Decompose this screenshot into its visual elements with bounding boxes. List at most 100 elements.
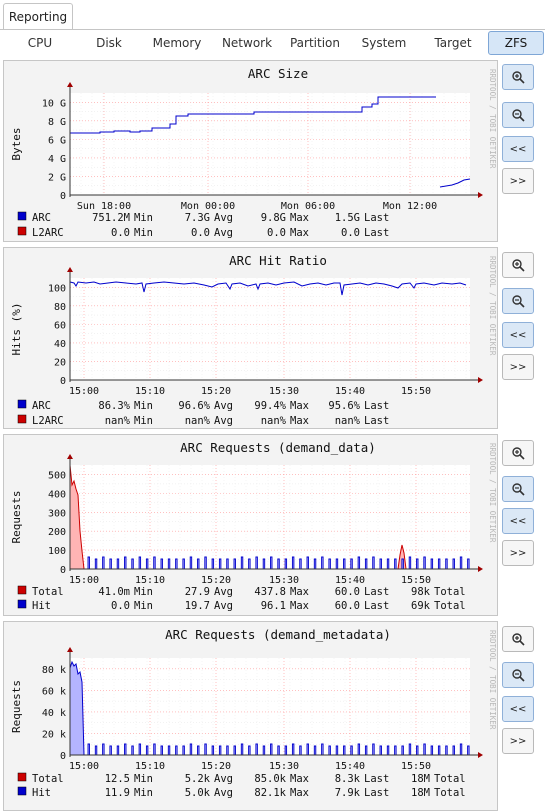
plot-area xyxy=(70,465,470,569)
x-tick-label: 15:10 xyxy=(135,761,165,772)
back-button-3[interactable]: << xyxy=(502,508,534,534)
y-axis-label: Hits (%) xyxy=(10,303,23,356)
y-tick-label: 0 xyxy=(60,376,66,387)
zoom-out-button-4[interactable] xyxy=(502,662,534,688)
y-tick-label: 40 xyxy=(54,339,66,350)
zoom-out-icon xyxy=(511,482,525,496)
subtab-zfs[interactable]: ZFS xyxy=(488,31,544,55)
legend-value: 60.0 xyxy=(335,586,360,598)
legend-value: Last xyxy=(364,586,389,598)
legend-value: 7.9k xyxy=(335,787,361,799)
y-tick-label: 80 xyxy=(54,302,66,313)
zoom-in-button-4[interactable] xyxy=(502,626,534,652)
forward-button-3[interactable]: >> xyxy=(502,540,534,566)
arc-requests-demand-data-chart: 0 100 200 300 400 500 15:00 15:10 15:20 15:30 15:4… xyxy=(10,440,497,612)
x-tick-label: 15:30 xyxy=(269,386,299,397)
y-tick-label: 20 xyxy=(54,357,66,368)
subtab-memory[interactable]: Memory xyxy=(152,36,202,50)
back-button-4[interactable]: << xyxy=(502,696,534,722)
subtab-cpu[interactable]: CPU xyxy=(27,36,53,50)
legend-value: Total xyxy=(32,586,64,598)
arc-hit-series-line xyxy=(69,281,467,296)
legend-value: Min xyxy=(134,212,153,224)
y-tick-label: 4 G xyxy=(48,154,66,165)
legend-value: 99.4% xyxy=(254,400,286,412)
forward-button-1[interactable]: >> xyxy=(502,168,534,194)
zoom-out-icon xyxy=(511,108,525,122)
x-tick-label: 15:10 xyxy=(135,386,165,397)
legend-value: 0.0 xyxy=(191,227,210,239)
legend-value: 96.6% xyxy=(178,400,210,412)
y-tick-label: 0 xyxy=(60,565,66,576)
subtab-disk[interactable]: Disk xyxy=(96,36,122,50)
y-axis-label: Requests xyxy=(10,680,23,733)
x-tick-label: 15:40 xyxy=(335,575,365,586)
legend-value: 18M xyxy=(411,787,430,799)
x-tick-label: 15:50 xyxy=(401,386,431,397)
x-tick-label: 15:20 xyxy=(201,386,231,397)
zoom-in-icon xyxy=(511,70,525,84)
legend-value: 18M xyxy=(411,773,430,785)
zoom-in-button-3[interactable] xyxy=(502,440,534,466)
plot-area xyxy=(70,93,470,195)
legend-value: 12.5 xyxy=(105,773,130,785)
tabbar-divider xyxy=(0,29,545,30)
chart-title: ARC Requests (demand_metadata) xyxy=(165,627,391,642)
plot-area xyxy=(70,278,470,380)
legend-value: Total xyxy=(434,773,466,785)
zoom-in-button-2[interactable] xyxy=(502,252,534,278)
back-button-1[interactable]: << xyxy=(502,136,534,162)
legend-value: Last xyxy=(364,400,389,412)
legend-value: Min xyxy=(134,600,153,612)
legend-value: 86.3% xyxy=(98,400,130,412)
legend-value: 7.3G xyxy=(185,212,210,224)
zoom-in-icon xyxy=(511,258,525,272)
legend-value: Max xyxy=(290,415,309,427)
subtab-system[interactable]: System xyxy=(361,36,407,50)
legend-value: 11.9 xyxy=(105,787,130,799)
legend-value: Min xyxy=(134,227,153,239)
zoom-in-button-1[interactable] xyxy=(502,64,534,90)
demand-data-hit-bars xyxy=(87,556,470,569)
graph-arc-size: 0 2 G 4 G 6 G 8 G 10 G Sun 18:00 Mon 00:00 Mon 0… xyxy=(3,60,498,242)
subtab-network[interactable]: Network xyxy=(221,36,273,50)
x-tick-label: 15:40 xyxy=(335,386,365,397)
forward-button-4[interactable]: >> xyxy=(502,728,534,754)
legend-swatch xyxy=(17,786,27,796)
legend-value: 1.5G xyxy=(335,212,360,224)
legend-value: 60.0 xyxy=(335,600,360,612)
legend-value: 41.0m xyxy=(98,586,130,598)
legend-value: Min xyxy=(134,400,153,412)
subtab-target[interactable]: Target xyxy=(434,36,472,50)
legend-value: 751.2M xyxy=(92,212,130,224)
back-button-2[interactable]: << xyxy=(502,322,534,348)
legend-value: 0.0 xyxy=(111,227,130,239)
legend-value: Avg xyxy=(214,586,233,598)
legend-value: Avg xyxy=(214,400,233,412)
y-tick-label: 10 G xyxy=(42,98,66,109)
forward-button-2[interactable]: >> xyxy=(502,354,534,380)
graph-arc-requests-demand-data: 0 100 200 300 400 500 15:00 15:10 15:20 15:30 15:4… xyxy=(3,434,498,616)
zoom-out-button-1[interactable] xyxy=(502,102,534,128)
legend-value: Avg xyxy=(214,773,233,785)
legend-value: Min xyxy=(134,787,153,799)
legend-value: Max xyxy=(290,586,309,598)
legend-value: Max xyxy=(290,227,309,239)
zoom-in-icon xyxy=(511,446,525,460)
legend-value: Max xyxy=(290,773,309,785)
legend-value: Last xyxy=(364,212,389,224)
legend-value: Hit xyxy=(32,600,51,612)
legend-value: ARC xyxy=(32,400,51,412)
legend-value: nan% xyxy=(261,415,287,427)
zoom-out-button-3[interactable] xyxy=(502,476,534,502)
x-tick-label: 15:20 xyxy=(201,575,231,586)
demand-data-total-area xyxy=(69,464,85,570)
tab-reporting[interactable]: Reporting xyxy=(3,3,73,29)
y-tick-label: 200 xyxy=(48,527,66,538)
zoom-out-button-2[interactable] xyxy=(502,288,534,314)
legend-value: 95.6% xyxy=(328,400,360,412)
y-tick-label: 8 G xyxy=(48,117,66,128)
chart-title: ARC Requests (demand_data) xyxy=(180,440,376,455)
legend-value: nan% xyxy=(335,415,361,427)
subtab-partition[interactable]: Partition xyxy=(289,36,340,50)
